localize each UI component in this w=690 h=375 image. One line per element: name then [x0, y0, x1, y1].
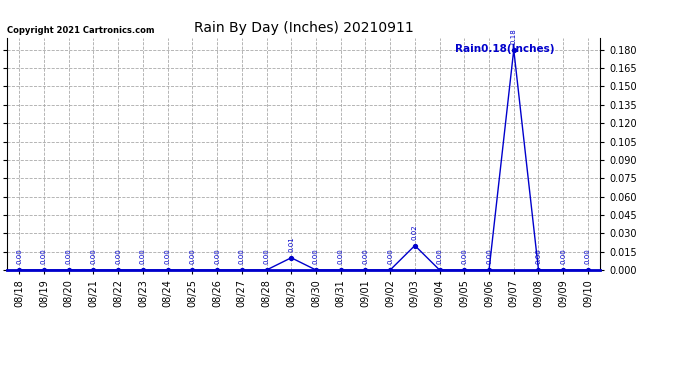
Text: 0.00: 0.00 [337, 249, 344, 264]
Text: Rain0.18(Inches): Rain0.18(Inches) [455, 45, 555, 54]
Text: 0.00: 0.00 [41, 249, 47, 264]
Text: 0.00: 0.00 [462, 249, 467, 264]
Text: 0.00: 0.00 [313, 249, 319, 264]
Text: 0.00: 0.00 [214, 249, 220, 264]
Text: 0.00: 0.00 [90, 249, 97, 264]
Text: 0.00: 0.00 [115, 249, 121, 264]
Text: Copyright 2021 Cartronics.com: Copyright 2021 Cartronics.com [7, 26, 155, 35]
Text: 0.00: 0.00 [486, 249, 492, 264]
Text: 0.18: 0.18 [511, 28, 517, 44]
Text: 0.00: 0.00 [535, 249, 542, 264]
Text: 0.00: 0.00 [66, 249, 72, 264]
Text: 0.00: 0.00 [387, 249, 393, 264]
Text: 0.00: 0.00 [560, 249, 566, 264]
Title: Rain By Day (Inches) 20210911: Rain By Day (Inches) 20210911 [194, 21, 413, 35]
Text: 0.00: 0.00 [585, 249, 591, 264]
Text: 0.00: 0.00 [140, 249, 146, 264]
Text: 0.00: 0.00 [17, 249, 22, 264]
Text: 0.00: 0.00 [239, 249, 245, 264]
Text: 0.00: 0.00 [264, 249, 270, 264]
Text: 0.00: 0.00 [437, 249, 442, 264]
Text: 0.00: 0.00 [189, 249, 195, 264]
Text: 0.00: 0.00 [362, 249, 368, 264]
Text: 0.00: 0.00 [165, 249, 170, 264]
Text: 0.01: 0.01 [288, 237, 294, 252]
Text: 0.02: 0.02 [412, 224, 418, 240]
